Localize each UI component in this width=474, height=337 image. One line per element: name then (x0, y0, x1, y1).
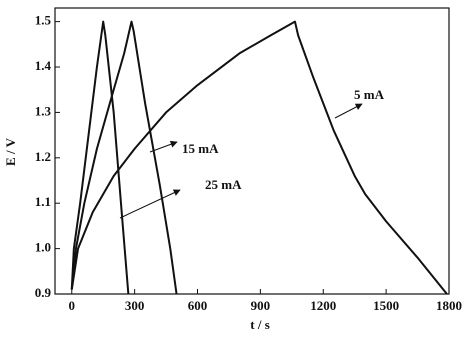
annotation: 5 mA (354, 87, 385, 102)
x-tick-label: 300 (125, 298, 145, 313)
y-tick-label: 1.4 (35, 58, 52, 73)
annotation-arrow (334, 103, 363, 119)
x-tick-label: 1200 (310, 298, 336, 313)
annotation: 15 mA (182, 141, 219, 156)
line (70, 20, 448, 295)
y-tick-label: 1.1 (35, 194, 51, 209)
x-tick-label: 0 (69, 298, 76, 313)
annotation: 25 mA (205, 177, 242, 192)
x-axis-label: t / s (250, 317, 270, 332)
line (70, 20, 178, 295)
y-tick-label: 1.5 (35, 13, 52, 28)
y-tick-label: 1.3 (35, 103, 52, 118)
x-tick-label: 1800 (436, 298, 462, 313)
y-tick-label: 0.9 (35, 285, 52, 300)
line (70, 20, 130, 295)
y-tick-label: 1.2 (35, 149, 51, 164)
x-tick-label: 900 (251, 298, 271, 313)
y-axis-label: E / V (3, 137, 18, 166)
x-tick-label: 600 (188, 298, 208, 313)
plot-frame (54, 7, 450, 295)
annotation-arrow (119, 189, 181, 219)
y-tick-label: 1.0 (35, 240, 51, 255)
x-tick-label: 1500 (373, 298, 399, 313)
